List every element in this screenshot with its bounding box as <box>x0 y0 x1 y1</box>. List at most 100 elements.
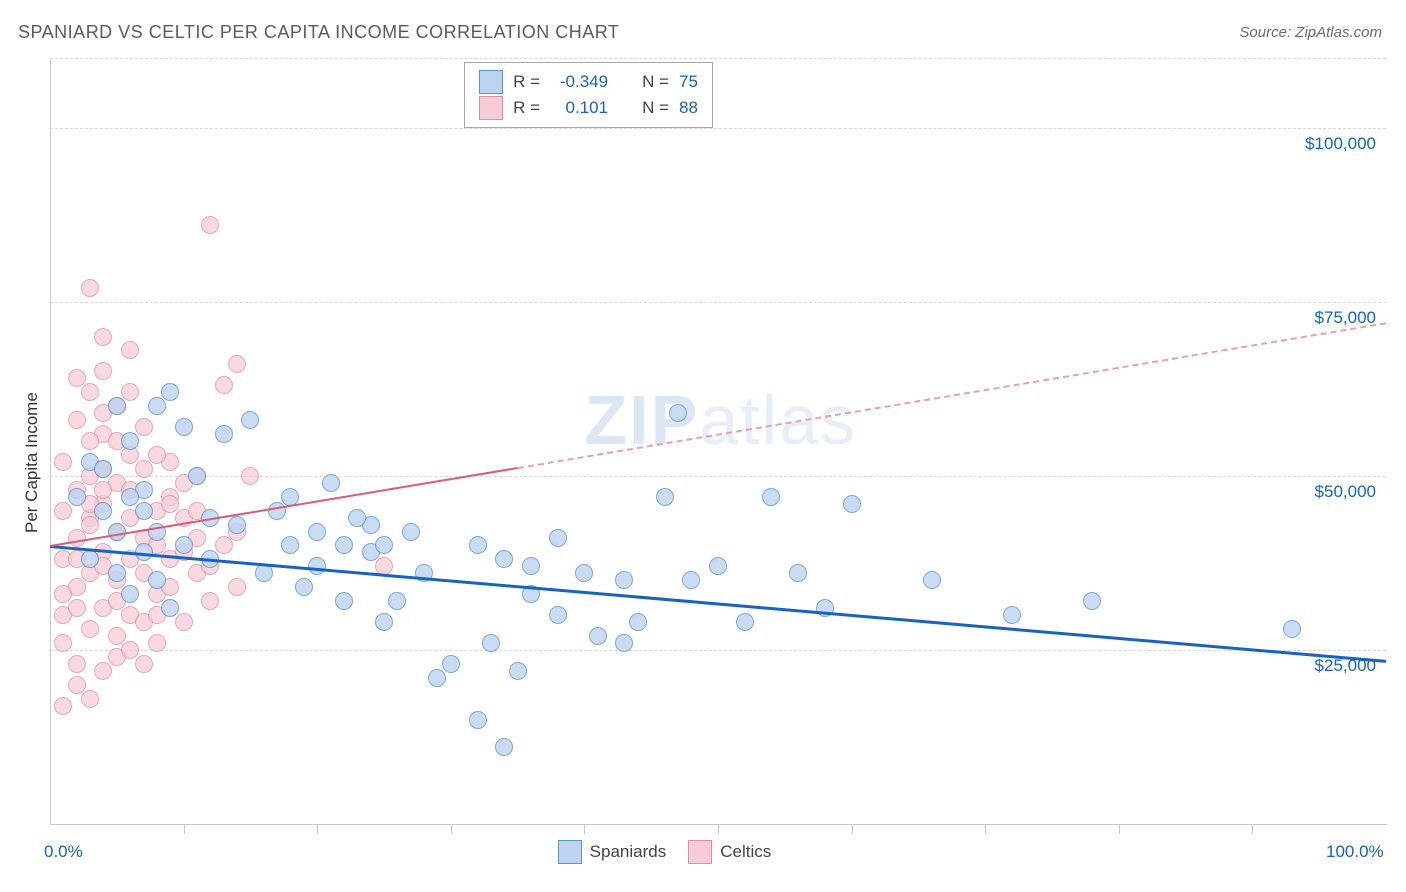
legend-swatch <box>558 840 582 864</box>
data-point-celtics <box>81 620 99 638</box>
data-point-spaniards <box>228 516 246 534</box>
data-point-spaniards <box>94 502 112 520</box>
data-point-celtics <box>54 697 72 715</box>
n-label: N = <box>642 98 669 118</box>
x-tick <box>1252 824 1253 834</box>
data-point-celtics <box>68 599 86 617</box>
data-point-spaniards <box>923 571 941 589</box>
data-point-celtics <box>161 495 179 513</box>
legend-swatch <box>688 840 712 864</box>
data-point-spaniards <box>148 397 166 415</box>
r-label: R = <box>513 98 540 118</box>
data-point-spaniards <box>469 711 487 729</box>
data-point-celtics <box>121 641 139 659</box>
data-point-spaniards <box>736 613 754 631</box>
source-credit: Source: ZipAtlas.com <box>1239 24 1382 41</box>
data-point-spaniards <box>322 474 340 492</box>
data-point-celtics <box>215 376 233 394</box>
data-point-spaniards <box>175 418 193 436</box>
legend-swatch <box>479 70 503 94</box>
legend-swatch <box>479 96 503 120</box>
chart-title: SPANIARD VS CELTIC PER CAPITA INCOME COR… <box>18 22 619 43</box>
data-point-celtics <box>68 676 86 694</box>
x-tick <box>451 824 452 834</box>
y-tick-label: $100,000 <box>1276 134 1376 154</box>
x-tick <box>718 824 719 834</box>
data-point-spaniards <box>108 397 126 415</box>
data-point-spaniards <box>1003 606 1021 624</box>
data-point-celtics <box>68 411 86 429</box>
gridline <box>50 58 1386 59</box>
y-axis-label: Per Capita Income <box>22 392 42 533</box>
data-point-celtics <box>175 613 193 631</box>
data-point-celtics <box>135 655 153 673</box>
data-point-spaniards <box>121 488 139 506</box>
data-point-celtics <box>81 279 99 297</box>
gridline <box>50 302 1386 303</box>
x-tick <box>985 824 986 834</box>
data-point-spaniards <box>215 425 233 443</box>
data-point-spaniards <box>268 502 286 520</box>
correlation-legend: R = -0.349 N = 75 R = 0.101 N = 88 <box>464 62 713 128</box>
data-point-spaniards <box>509 662 527 680</box>
r-value: 0.101 <box>550 98 608 118</box>
y-tick-label: $75,000 <box>1276 308 1376 328</box>
data-point-spaniards <box>589 627 607 645</box>
x-tick-label: 0.0% <box>44 842 83 862</box>
data-point-celtics <box>135 460 153 478</box>
data-point-celtics <box>135 418 153 436</box>
watermark: ZIPatlas <box>584 380 857 460</box>
n-value: 75 <box>679 72 698 92</box>
data-point-spaniards <box>308 523 326 541</box>
x-tick <box>1119 824 1120 834</box>
gridline <box>50 128 1386 129</box>
x-tick <box>184 824 185 834</box>
source-prefix: Source: <box>1239 24 1295 41</box>
data-point-spaniards <box>402 523 420 541</box>
data-point-celtics <box>54 502 72 520</box>
y-tick-label: $50,000 <box>1276 482 1376 502</box>
legend-item: Celtics <box>688 840 771 864</box>
data-point-celtics <box>94 328 112 346</box>
data-point-celtics <box>81 516 99 534</box>
data-point-spaniards <box>442 655 460 673</box>
data-point-spaniards <box>135 502 153 520</box>
data-point-spaniards <box>295 578 313 596</box>
gridline <box>50 650 1386 651</box>
r-value: -0.349 <box>550 72 608 92</box>
data-point-spaniards <box>843 495 861 513</box>
legend-item: Spaniards <box>558 840 667 864</box>
data-point-spaniards <box>335 592 353 610</box>
data-point-spaniards <box>469 536 487 554</box>
x-tick <box>852 824 853 834</box>
data-point-celtics <box>81 432 99 450</box>
data-point-spaniards <box>175 536 193 554</box>
x-tick-label: 100.0% <box>1326 842 1384 862</box>
data-point-celtics <box>148 446 166 464</box>
legend-label: Celtics <box>720 842 771 862</box>
legend-bottom: Spaniards Celtics <box>558 840 772 864</box>
data-point-spaniards <box>108 523 126 541</box>
data-point-celtics <box>81 690 99 708</box>
data-point-celtics <box>148 634 166 652</box>
n-label: N = <box>642 72 669 92</box>
data-point-spaniards <box>549 606 567 624</box>
data-point-spaniards <box>108 564 126 582</box>
data-point-spaniards <box>629 613 647 631</box>
n-value: 88 <box>679 98 698 118</box>
data-point-celtics <box>68 369 86 387</box>
data-point-spaniards <box>188 467 206 485</box>
data-point-spaniards <box>348 509 366 527</box>
legend-row: R = -0.349 N = 75 <box>479 69 698 95</box>
x-tick <box>584 824 585 834</box>
data-point-spaniards <box>482 634 500 652</box>
legend-row: R = 0.101 N = 88 <box>479 95 698 121</box>
data-point-spaniards <box>669 404 687 422</box>
data-point-celtics <box>68 655 86 673</box>
r-label: R = <box>513 72 540 92</box>
data-point-spaniards <box>68 488 86 506</box>
x-tick <box>317 824 318 834</box>
source-name: ZipAtlas.com <box>1295 24 1382 41</box>
legend-label: Spaniards <box>590 842 667 862</box>
data-point-spaniards <box>656 488 674 506</box>
